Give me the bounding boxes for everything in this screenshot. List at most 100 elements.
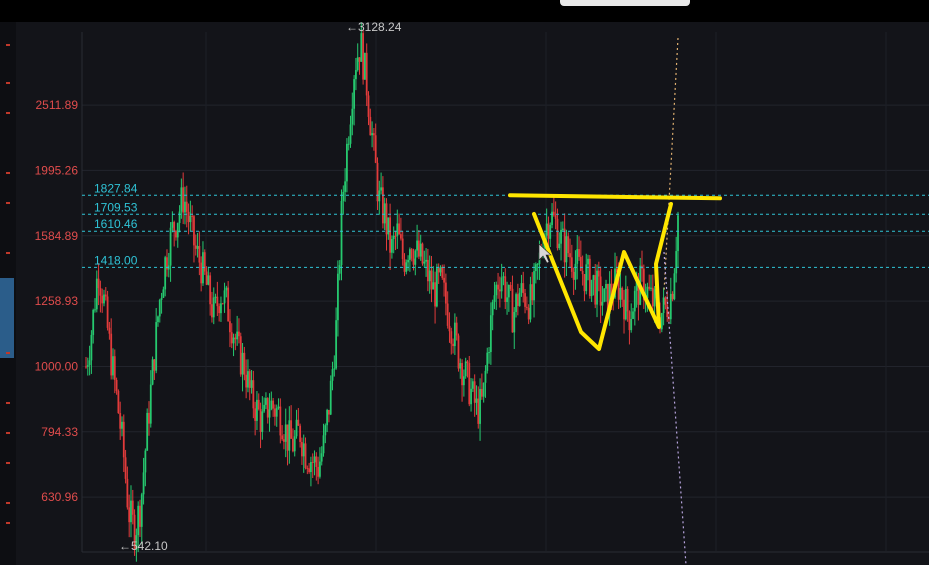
y-tick-label: 1995.26 bbox=[35, 163, 79, 177]
candle-body bbox=[263, 404, 266, 412]
y-tick-label: 1584.89 bbox=[35, 229, 79, 243]
candle-body bbox=[513, 312, 516, 333]
candle-body bbox=[425, 259, 427, 262]
y-tick-label: 630.96 bbox=[41, 490, 78, 504]
candle-body bbox=[329, 380, 332, 415]
candle-body bbox=[216, 296, 219, 307]
candle-body bbox=[283, 439, 285, 442]
candle-body bbox=[426, 259, 429, 282]
candle-body bbox=[94, 309, 96, 311]
candle-body bbox=[599, 276, 602, 306]
candle-body bbox=[434, 282, 436, 307]
projection-line-lower[interactable] bbox=[663, 251, 687, 565]
candle-body bbox=[135, 535, 138, 550]
left-strip-mark bbox=[6, 252, 10, 254]
left-strip-mark bbox=[6, 172, 10, 174]
candle-body bbox=[308, 468, 311, 473]
candle-body bbox=[320, 453, 323, 462]
candle-body bbox=[328, 409, 330, 415]
candle-body bbox=[642, 268, 645, 301]
candle-body bbox=[315, 456, 318, 467]
left-toolbar-tab[interactable] bbox=[0, 278, 14, 358]
extreme-markers: ←3128.24 ←542.10 bbox=[119, 22, 402, 553]
candle-body bbox=[497, 284, 499, 290]
candle-body bbox=[650, 287, 652, 289]
candle-body bbox=[302, 443, 305, 457]
candle-body bbox=[459, 363, 462, 369]
candle-body bbox=[130, 500, 132, 523]
candle-body bbox=[588, 258, 591, 297]
candle-body bbox=[101, 295, 104, 304]
candle-body bbox=[617, 272, 620, 300]
neckline-drawing[interactable] bbox=[508, 193, 722, 201]
candle-body bbox=[119, 413, 122, 429]
candle-body bbox=[450, 331, 453, 344]
candle-body bbox=[207, 275, 210, 285]
candle-body bbox=[360, 33, 363, 62]
candle-body bbox=[547, 223, 550, 239]
candle-body bbox=[239, 336, 242, 375]
y-tick-label: 794.33 bbox=[41, 425, 78, 439]
candle-body bbox=[414, 250, 417, 265]
candle-body bbox=[669, 293, 672, 320]
candle-body bbox=[164, 257, 167, 290]
projection-line-upper[interactable] bbox=[663, 37, 679, 293]
candle-body bbox=[621, 287, 624, 300]
candle-body bbox=[403, 259, 406, 272]
candle-body bbox=[144, 450, 147, 473]
candle-body bbox=[480, 388, 483, 397]
candle-body bbox=[349, 124, 352, 144]
left-strip-mark bbox=[6, 432, 10, 434]
candle-body bbox=[392, 235, 395, 240]
candle-body bbox=[608, 283, 611, 314]
candle-body bbox=[410, 249, 413, 259]
candle-body bbox=[299, 425, 302, 442]
candle-body bbox=[597, 270, 600, 277]
candle-body bbox=[533, 271, 535, 301]
candle-body bbox=[624, 288, 627, 320]
price-chart[interactable]: 1827.84 1709.53 1610.46 1418.00 2511.89 1995… bbox=[16, 22, 929, 565]
candle-body bbox=[470, 388, 472, 405]
candle-body bbox=[117, 390, 120, 414]
candle-body bbox=[491, 301, 494, 316]
candle-body bbox=[664, 297, 667, 305]
candle-body bbox=[522, 283, 525, 294]
candle-body bbox=[632, 311, 634, 319]
candle-body bbox=[137, 505, 140, 536]
user-drawings[interactable] bbox=[508, 37, 722, 565]
candle-body bbox=[570, 257, 573, 272]
candle-body bbox=[605, 283, 607, 289]
candle-body bbox=[151, 359, 154, 385]
candle-body bbox=[295, 419, 298, 437]
candle-body bbox=[554, 215, 557, 219]
candle-body bbox=[567, 236, 570, 254]
chart-background bbox=[16, 22, 929, 565]
candle-body bbox=[524, 293, 526, 307]
candle-body bbox=[498, 289, 501, 292]
top-bar bbox=[0, 0, 929, 22]
level-label: 1709.53 bbox=[94, 200, 138, 214]
candle-body bbox=[122, 421, 125, 458]
candle-body bbox=[229, 321, 231, 333]
candle-body bbox=[677, 215, 679, 252]
candle-body bbox=[581, 270, 584, 275]
w-pattern-drawing[interactable] bbox=[532, 202, 673, 351]
candle-body bbox=[196, 245, 199, 249]
candle-body bbox=[488, 352, 490, 354]
candle-body bbox=[220, 303, 222, 314]
left-strip-mark bbox=[6, 352, 10, 354]
candle-body bbox=[146, 412, 149, 451]
candle-body bbox=[236, 331, 239, 340]
candle-body bbox=[103, 294, 105, 304]
candle-body bbox=[637, 281, 640, 305]
candle-body bbox=[86, 365, 89, 367]
candle-body bbox=[398, 223, 400, 235]
candle-body bbox=[124, 457, 127, 479]
candle-body bbox=[149, 384, 152, 424]
left-strip-mark bbox=[6, 44, 10, 46]
candle-body bbox=[583, 274, 586, 292]
candle-body bbox=[441, 266, 444, 278]
horizontal-levels[interactable]: 1827.84 1709.53 1610.46 1418.00 bbox=[82, 181, 929, 268]
y-tick-label: 2511.89 bbox=[36, 98, 79, 112]
candle-body bbox=[671, 293, 674, 300]
